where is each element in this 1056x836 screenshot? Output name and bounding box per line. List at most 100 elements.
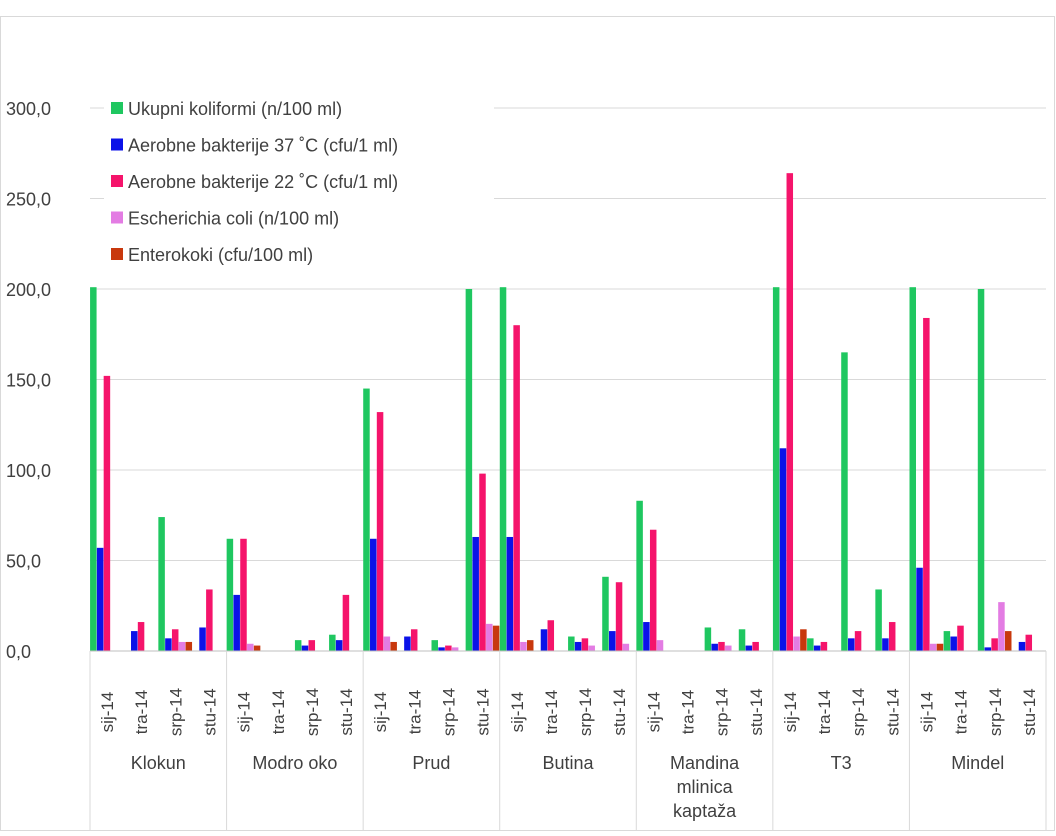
bar	[588, 645, 595, 651]
month-tick-label: sij-14	[98, 692, 117, 733]
month-tick-label: stu-14	[747, 688, 766, 735]
bar	[226, 538, 234, 651]
bar	[540, 629, 548, 651]
bar	[718, 641, 725, 651]
bar	[936, 643, 944, 651]
bar	[465, 289, 473, 651]
y-tick-label: 300,0	[6, 99, 51, 119]
bar	[513, 325, 520, 651]
bar	[854, 631, 862, 651]
y-tick-label: 200,0	[6, 280, 51, 300]
bar	[479, 473, 486, 651]
bar	[103, 375, 111, 651]
y-tick-label: 250,0	[6, 190, 51, 210]
y-tick-label: 50,0	[6, 552, 41, 572]
bar	[984, 647, 992, 651]
bar	[977, 289, 985, 651]
bar	[615, 582, 623, 651]
bar	[779, 448, 787, 651]
bar	[199, 627, 206, 651]
bar	[609, 631, 616, 651]
legend-swatch	[111, 211, 123, 224]
bar	[1018, 641, 1026, 651]
bar	[813, 645, 821, 651]
bar	[206, 589, 213, 651]
bar	[363, 388, 370, 651]
legend-label: Ukupni koliformi (n/100 ml)	[128, 99, 342, 119]
bar	[807, 638, 814, 651]
bar	[752, 641, 759, 651]
month-tick-label: sij-14	[918, 692, 937, 733]
bar	[492, 625, 500, 651]
bar	[957, 625, 964, 651]
group-label: Prud	[412, 753, 450, 773]
bar	[131, 631, 138, 651]
bar	[950, 636, 957, 651]
bar	[445, 645, 452, 651]
group-label: Mindel	[951, 753, 1004, 773]
bar	[335, 640, 343, 651]
bar	[786, 173, 794, 651]
bar	[158, 517, 165, 651]
month-tick-label: sij-14	[644, 692, 663, 733]
bar	[185, 641, 193, 651]
bars	[90, 173, 1033, 651]
bar	[820, 641, 828, 651]
bar	[643, 622, 650, 651]
bar	[431, 640, 438, 651]
month-tick-label: tra-14	[542, 690, 561, 734]
bar	[171, 629, 179, 651]
bar	[410, 629, 418, 651]
x-axis: sij-14 tra-14 srp-14 stu-14 Klokun sij-14 tra-…	[89, 650, 1047, 831]
group-label: mlinica	[677, 777, 734, 797]
month-tick-label: tra-14	[815, 690, 834, 734]
legend-background	[104, 92, 494, 282]
bar	[622, 643, 630, 651]
bar	[451, 647, 459, 651]
month-tick-label: srp-14	[849, 688, 868, 736]
bar	[800, 629, 807, 651]
bar	[929, 643, 937, 651]
bar	[137, 622, 145, 651]
bar	[909, 287, 916, 651]
legend-label: Aerobne bakterije 22 ˚C (cfu/1 ml)	[128, 172, 398, 192]
bar	[725, 645, 732, 651]
bar	[329, 634, 336, 651]
y-axis-ticks: 0,0 50,0 100,0 150,0 200,0 250,0 300,0	[6, 99, 51, 662]
group-label: Butina	[542, 753, 594, 773]
bar	[526, 640, 534, 651]
legend-swatch	[111, 138, 123, 151]
bar	[438, 647, 445, 651]
bar	[520, 641, 527, 651]
group-label: Modro oko	[252, 753, 337, 773]
bar	[998, 602, 1005, 651]
bar	[649, 529, 657, 651]
bar	[499, 287, 507, 651]
bar	[848, 638, 855, 651]
bar	[90, 287, 97, 651]
bar	[301, 645, 309, 651]
legend-label: Enterokoki (cfu/100 ml)	[128, 245, 313, 265]
bar	[253, 645, 261, 651]
bar	[581, 638, 589, 651]
month-tick-label: srp-14	[713, 688, 732, 736]
legend: Ukupni koliformi (n/100 ml) Aerobne bakte…	[104, 92, 494, 282]
group-label: Mandina	[670, 753, 740, 773]
bar	[547, 620, 555, 651]
bar	[472, 536, 479, 651]
month-tick-label: stu-14	[337, 688, 356, 735]
bar	[574, 641, 582, 651]
bar	[711, 643, 718, 651]
bar	[841, 352, 848, 651]
month-tick-label: tra-14	[679, 690, 698, 734]
bar	[602, 576, 609, 651]
month-tick-label: srp-14	[166, 688, 185, 736]
month-tick-label: tra-14	[132, 690, 151, 734]
bar	[486, 623, 493, 651]
month-tick-label: stu-14	[1020, 688, 1039, 735]
bar	[772, 287, 780, 651]
bar	[233, 594, 240, 651]
bar	[342, 594, 350, 651]
